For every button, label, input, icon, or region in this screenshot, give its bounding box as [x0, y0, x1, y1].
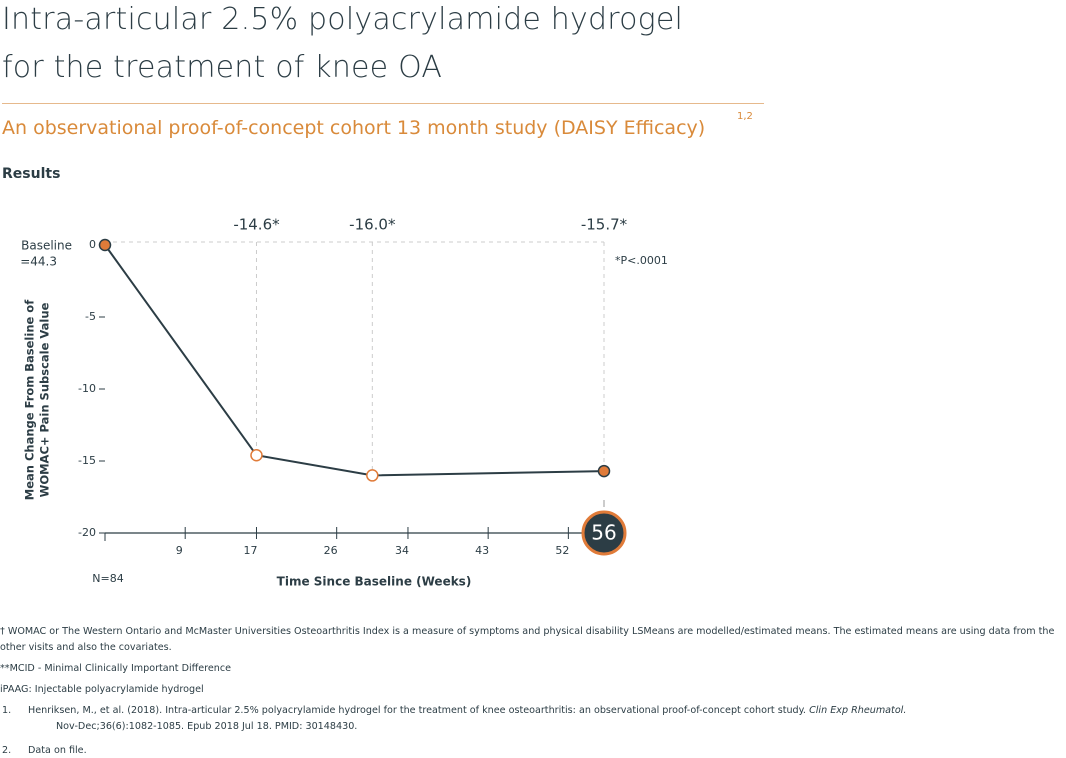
y-tick-label: -20: [78, 526, 96, 539]
reference-number: 1.: [2, 705, 12, 716]
footnote: **MCID - Minimal Clinically Important Di…: [0, 663, 232, 674]
x-tick-label: 43: [475, 544, 489, 557]
y-tick-label: -15: [78, 454, 96, 467]
data-point: [250, 448, 263, 462]
annotation: =44.3: [20, 255, 57, 269]
reference-journal: Clin Exp Rheumatol.: [809, 705, 907, 716]
reference-details: Nov-Dec;36(6):1082-1085. Epub 2018 Jul 1…: [56, 721, 358, 732]
y-tick-label: 0: [89, 238, 96, 251]
x-tick-label: 56: [591, 521, 616, 545]
annotation: N=84: [92, 572, 123, 585]
x-tick-highlight: [581, 510, 627, 556]
x-tick-label: 17: [243, 544, 257, 557]
reference: Henriksen, M., et al. (2018). Intra-arti…: [28, 705, 906, 716]
data-point: [98, 238, 112, 252]
title: Intra-articular 2.5% polyacrylamide hydr…: [2, 2, 684, 37]
x-tick-label: 9: [176, 544, 183, 557]
reference: Data on file.: [28, 745, 87, 756]
reference-text: Henriksen, M., et al. (2018). Intra-arti…: [28, 705, 806, 716]
value-label: -14.6*: [233, 216, 280, 234]
annotation: Baseline: [21, 239, 72, 253]
value-label: -16.0*: [349, 216, 396, 234]
chart: Baseline =44.3 N=84 *P<.0001 Time Since …: [20, 216, 668, 589]
footnote: iPAAG: Injectable polyacrylamide hydroge…: [0, 684, 204, 695]
footnote: † WOMAC or The Western Ontario and McMas…: [0, 626, 1055, 653]
value-label: -15.7*: [581, 216, 628, 234]
y-axis-label: WOMAC+ Pain Subscale Value: [38, 302, 52, 497]
data-point: [366, 469, 379, 482]
data-point: [597, 464, 611, 478]
x-tick-label: 26: [324, 544, 338, 557]
divider: [2, 103, 764, 104]
reference-number: 2.: [2, 745, 12, 756]
y-tick-label: -10: [78, 382, 96, 395]
x-axis-label: Time Since Baseline (Weeks): [277, 575, 472, 589]
superscript: 1,2: [737, 111, 753, 122]
y-tick-label: -5: [85, 310, 96, 323]
section-heading: Results: [2, 166, 61, 182]
x-tick-label: 52: [555, 544, 569, 557]
title: for the treatment of knee OA: [2, 50, 443, 85]
data-line: [104, 244, 605, 477]
y-axis-label: Mean Change From Baseline of: [23, 299, 37, 500]
annotation: *P<.0001: [615, 254, 668, 267]
x-tick-label: 34: [395, 544, 409, 557]
subtitle: An observational proof-of-concept cohort…: [2, 117, 706, 139]
